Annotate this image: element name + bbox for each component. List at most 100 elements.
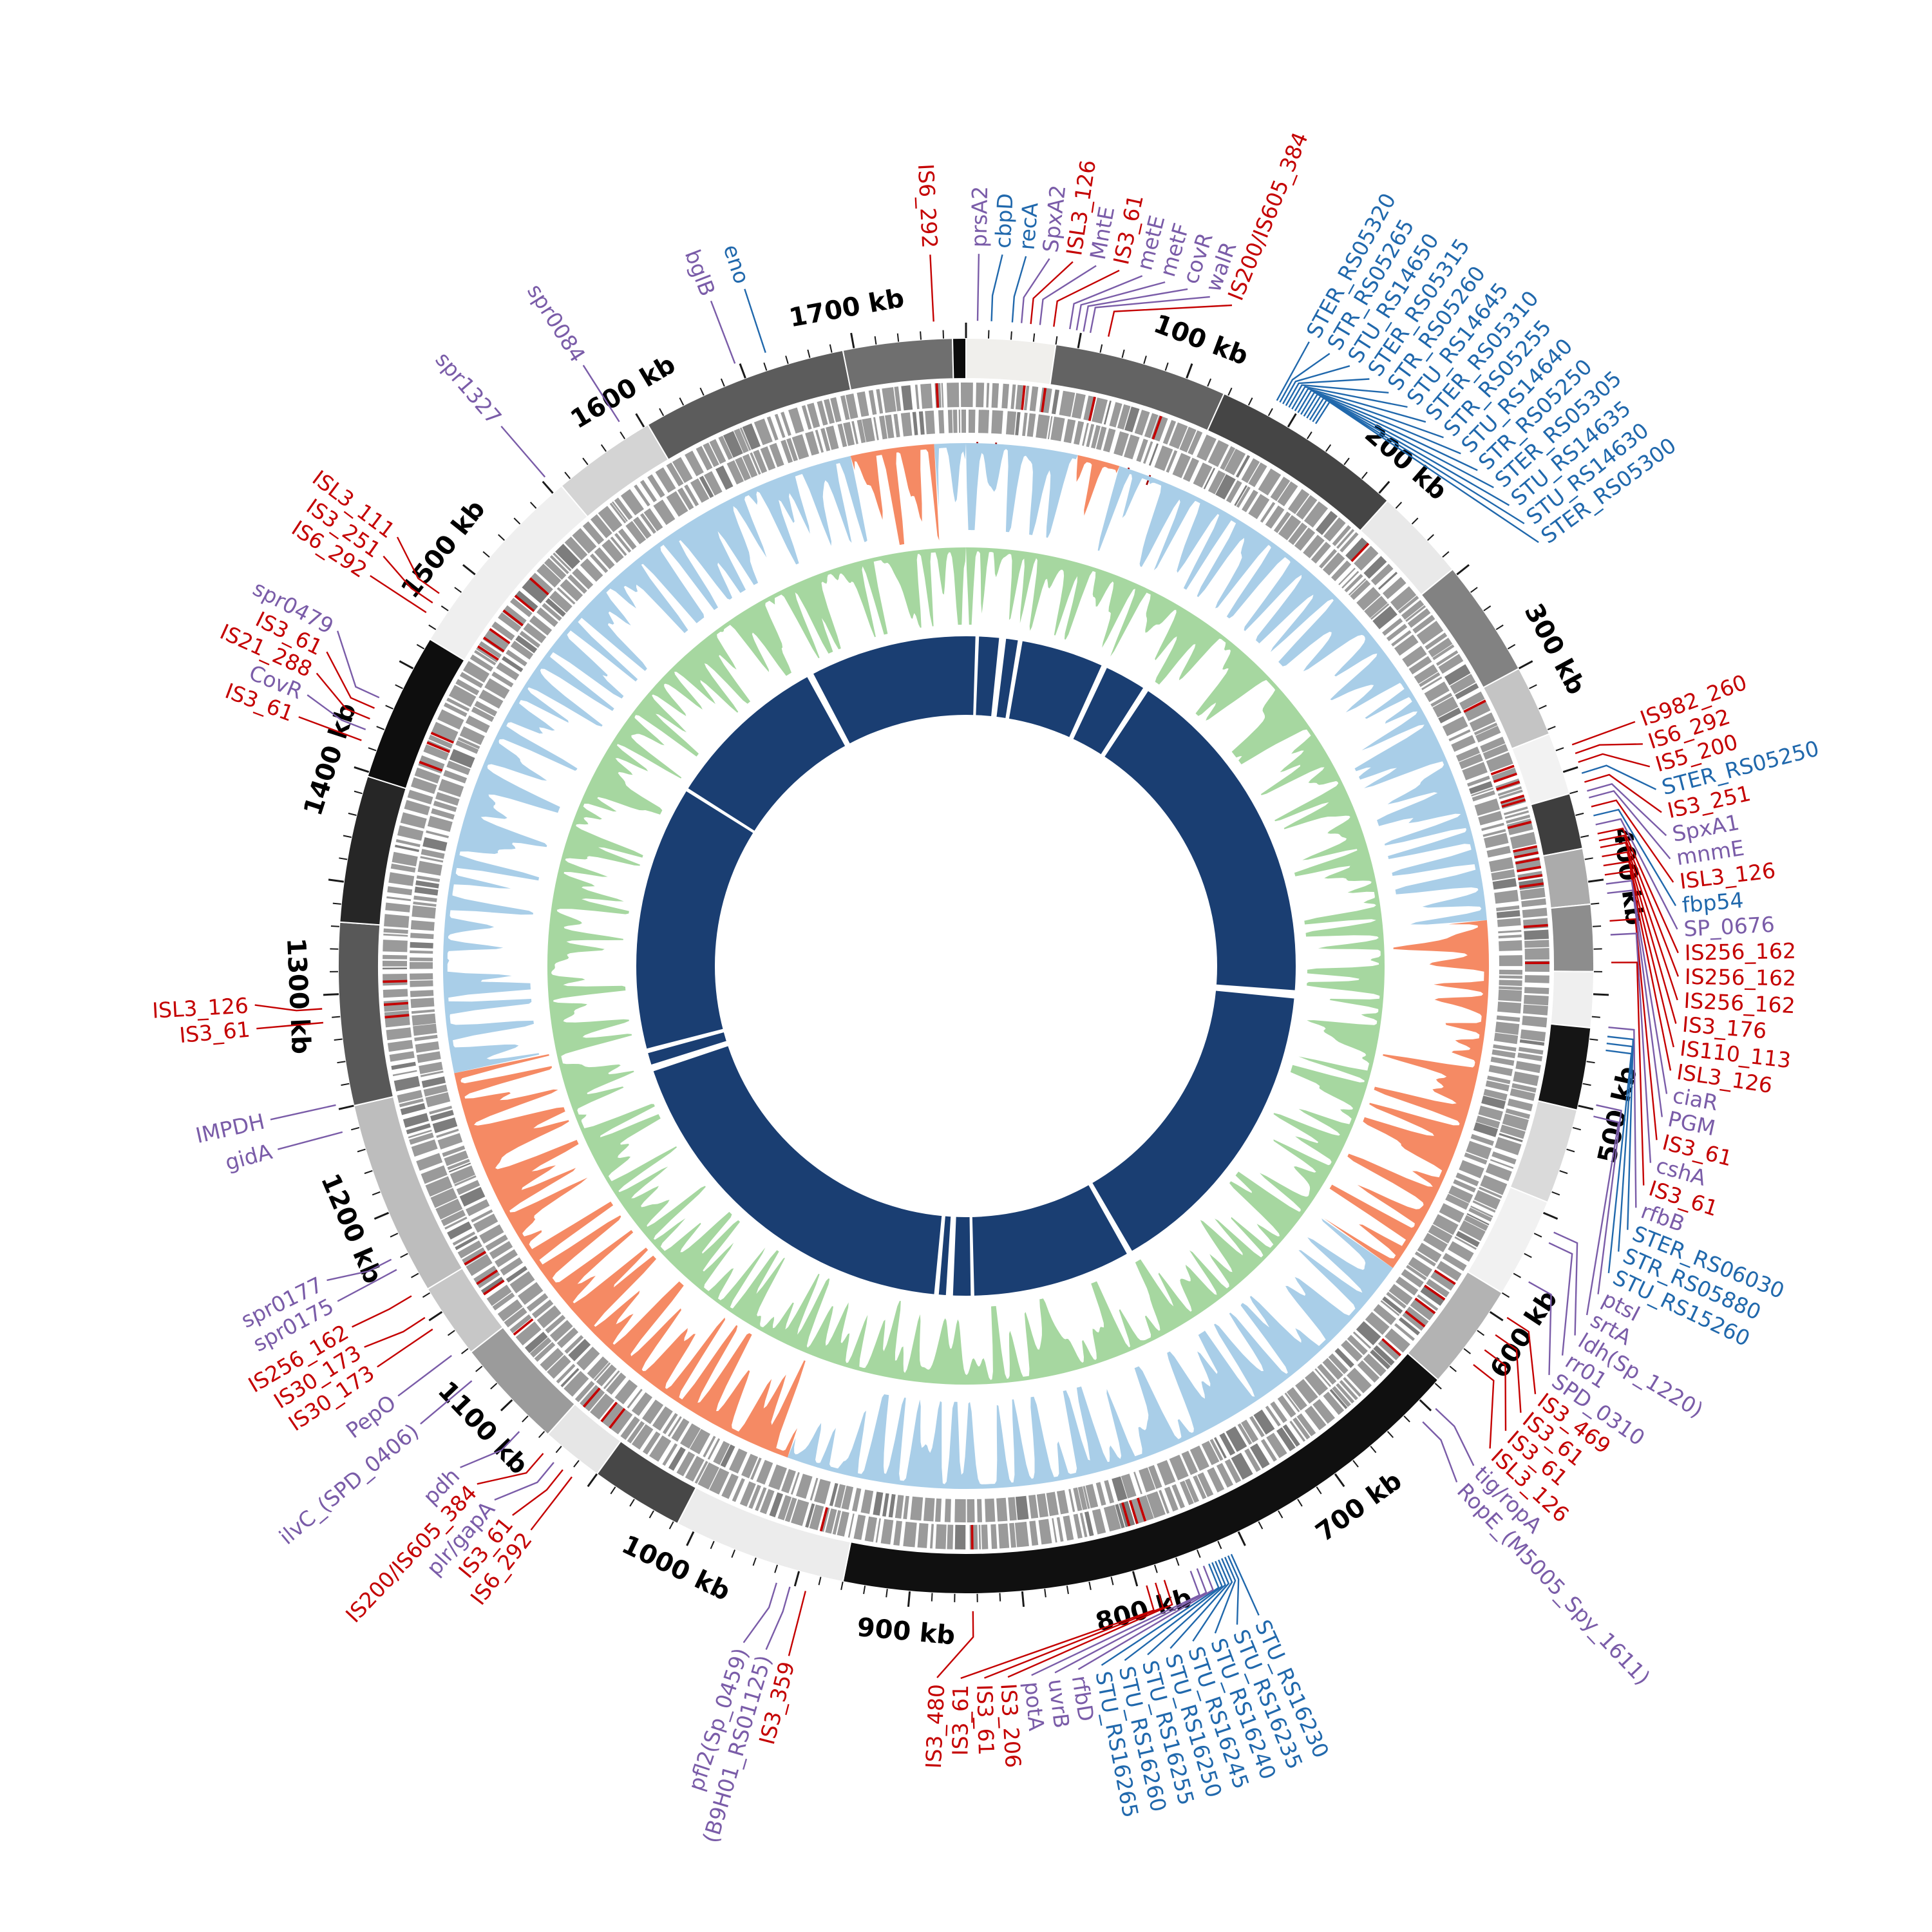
gene-bar bbox=[991, 410, 1003, 434]
gene-bar bbox=[1417, 1294, 1439, 1311]
gene-label: potA bbox=[1019, 1680, 1049, 1732]
is-element-marks bbox=[383, 383, 1550, 1549]
gene-bar bbox=[383, 989, 408, 998]
is-mark bbox=[383, 1001, 408, 1006]
gene-bar bbox=[1464, 701, 1491, 721]
is-mark bbox=[1463, 699, 1486, 713]
minor-tick bbox=[1572, 1126, 1581, 1131]
gene-bar bbox=[382, 960, 407, 967]
minor-tick bbox=[840, 1581, 844, 1590]
gene-bar bbox=[947, 410, 953, 433]
is-mark bbox=[1041, 388, 1047, 413]
gene-bar bbox=[852, 1488, 862, 1512]
gene-bar bbox=[417, 1051, 441, 1063]
gene-bar bbox=[1036, 414, 1050, 439]
gene-bar bbox=[820, 428, 831, 451]
gene-bar bbox=[1453, 1179, 1476, 1193]
minor-tick bbox=[1566, 1148, 1575, 1153]
gene-bar bbox=[1382, 618, 1403, 636]
gene-bar bbox=[497, 1299, 523, 1321]
gene-bar bbox=[435, 1198, 463, 1220]
gene-bar bbox=[1159, 1490, 1170, 1514]
gene-bar bbox=[853, 1514, 866, 1540]
gene-bar bbox=[1507, 1098, 1533, 1112]
minor-tick bbox=[1247, 397, 1253, 406]
minor-tick bbox=[1361, 471, 1368, 479]
gene-bar bbox=[1073, 1487, 1083, 1511]
contig-segment bbox=[1549, 971, 1595, 1029]
gene-bar bbox=[1148, 1464, 1162, 1489]
gene-bar bbox=[1388, 1283, 1413, 1305]
gene-bar bbox=[734, 428, 749, 453]
gene-bar bbox=[486, 1284, 512, 1306]
gene-bar bbox=[471, 706, 495, 722]
gene-bar bbox=[1430, 1269, 1456, 1291]
is-mark bbox=[529, 577, 549, 596]
gene-bar bbox=[1385, 1328, 1410, 1353]
is-mark bbox=[1519, 882, 1544, 889]
gene-bar bbox=[536, 564, 562, 588]
gene-bar bbox=[1492, 1049, 1516, 1059]
gene-bar bbox=[423, 1084, 448, 1097]
gene-bar bbox=[410, 957, 433, 961]
gene-bar bbox=[1051, 389, 1060, 415]
gene-bar bbox=[1372, 605, 1397, 630]
gene-bar bbox=[609, 1408, 633, 1435]
gene-bar bbox=[1148, 443, 1159, 466]
gene-bar bbox=[784, 1497, 797, 1522]
gene-bar bbox=[430, 1110, 454, 1122]
gene-bar bbox=[662, 1443, 678, 1466]
minor-tick bbox=[368, 747, 377, 752]
gene-bar bbox=[1498, 930, 1522, 934]
gene-bar bbox=[1495, 1137, 1522, 1155]
is-mark bbox=[1424, 1284, 1446, 1301]
gene-bar bbox=[1009, 1522, 1016, 1548]
leader-line bbox=[1077, 1566, 1215, 1671]
leader-line bbox=[1528, 1281, 1552, 1376]
gene-bar bbox=[1077, 1486, 1088, 1510]
leader-line bbox=[1604, 870, 1672, 1071]
gene-bar bbox=[1179, 426, 1197, 453]
minor-tick bbox=[920, 331, 922, 340]
gene-bar bbox=[1363, 1354, 1387, 1377]
gene-bar bbox=[1143, 441, 1153, 464]
gene-bar bbox=[1510, 1088, 1535, 1101]
gene-bar bbox=[466, 1199, 490, 1217]
gene-label: ISL3_126 bbox=[151, 993, 249, 1023]
leader-line bbox=[1596, 1104, 1622, 1294]
leader-line bbox=[1312, 399, 1525, 525]
gene-bar bbox=[1482, 744, 1508, 760]
leader-line bbox=[1584, 773, 1662, 813]
major-tick bbox=[1132, 1571, 1139, 1587]
minor-tick bbox=[1507, 644, 1516, 650]
leader-line bbox=[1548, 1242, 1573, 1356]
gene-bar bbox=[540, 1348, 564, 1371]
minor-tick bbox=[1164, 362, 1169, 371]
gene-bar bbox=[969, 1524, 978, 1549]
major-tick bbox=[793, 1571, 800, 1587]
gene-bar bbox=[466, 1254, 493, 1276]
leader-line bbox=[1285, 378, 1370, 406]
gene-bar bbox=[807, 402, 820, 428]
leader-line bbox=[1276, 341, 1310, 401]
gene-bar bbox=[446, 697, 470, 712]
gene-bar bbox=[440, 1209, 466, 1226]
gene-bar bbox=[1311, 542, 1331, 564]
minor-tick bbox=[1513, 1273, 1521, 1278]
gene-bar bbox=[1249, 1416, 1265, 1437]
gene-bar bbox=[718, 435, 733, 460]
is-mark bbox=[464, 1251, 486, 1265]
gene-bar bbox=[732, 1478, 745, 1502]
gene-bar bbox=[423, 744, 450, 761]
gene-bar bbox=[1095, 1482, 1106, 1506]
gene-bar bbox=[459, 1187, 486, 1207]
is-mark bbox=[1518, 874, 1543, 880]
gene-bar bbox=[498, 612, 522, 632]
leader-line bbox=[1282, 365, 1350, 404]
gene-bar bbox=[1432, 644, 1455, 661]
gene-bar bbox=[590, 514, 612, 538]
minor-tick bbox=[1055, 336, 1058, 345]
is-mark bbox=[483, 1280, 505, 1296]
gene-bar bbox=[978, 1524, 981, 1549]
gene-bar bbox=[1455, 1231, 1480, 1247]
